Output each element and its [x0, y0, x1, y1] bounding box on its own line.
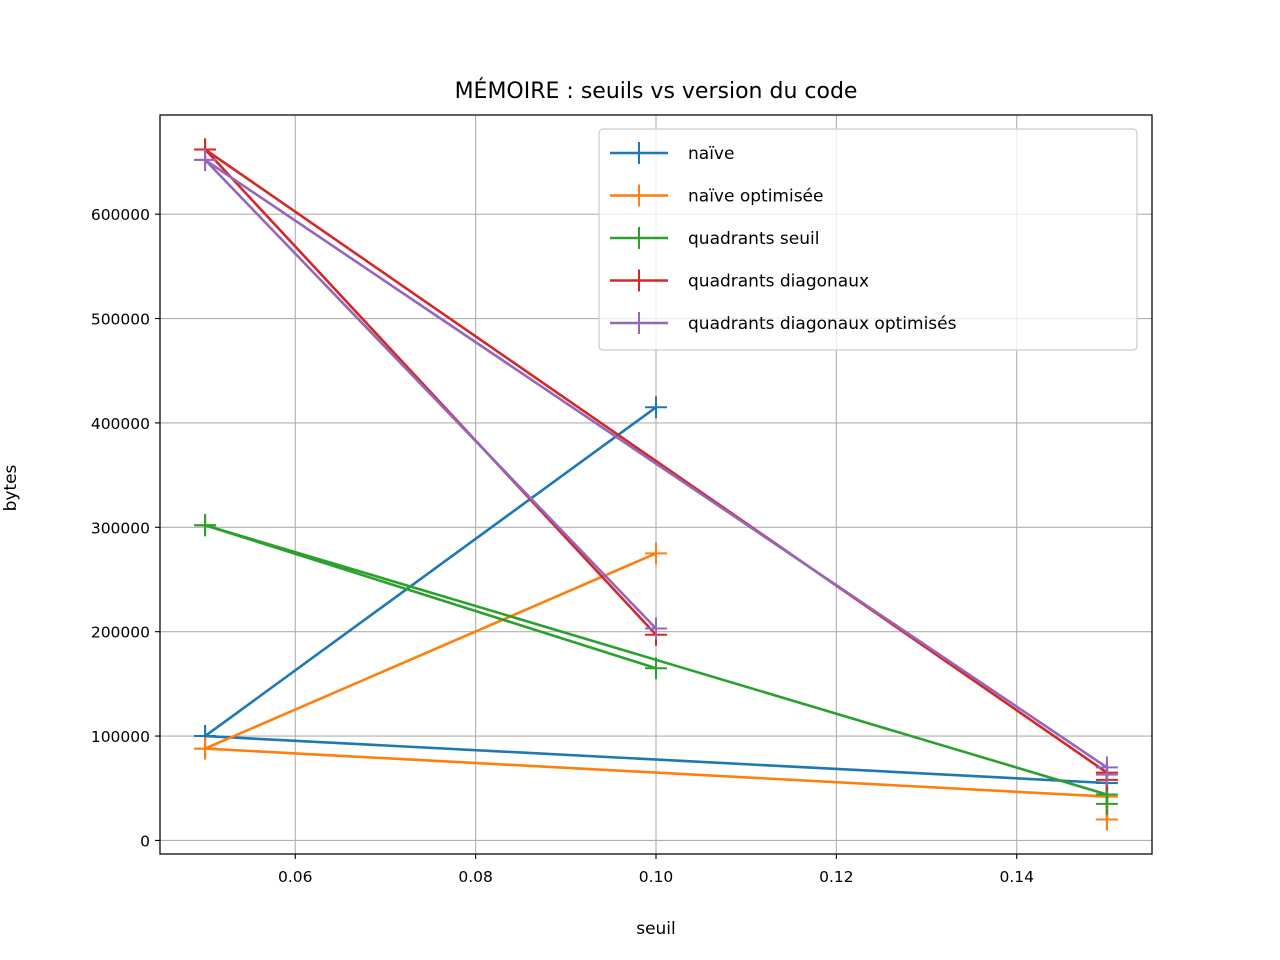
plot-area [194, 138, 1118, 831]
legend-item: quadrants seuil [610, 227, 819, 249]
y-tick-label: 100000 [91, 728, 150, 746]
y-tick-label: 0 [140, 832, 150, 850]
x-tick-label: 0.12 [819, 868, 854, 886]
legend-label: quadrants diagonaux optimisés [688, 314, 957, 334]
legend-item: naïve optimisée [610, 184, 823, 207]
y-tick-label: 600000 [91, 206, 150, 224]
legend-box [598, 128, 1138, 351]
y-tick-label: 300000 [91, 519, 150, 537]
legend-label: quadrants seuil [688, 229, 819, 249]
legend: naïve naïve optimisée quadrants seuil quadr… [598, 128, 1138, 351]
chart-title: MÉMOIRE : seuils vs version du code [455, 78, 858, 104]
data-point-marker [645, 617, 667, 640]
data-point-marker [645, 542, 667, 565]
legend-item: quadrants diagonaux [610, 269, 869, 292]
x-tick-label: 0.06 [278, 868, 313, 886]
legend-label: quadrants diagonaux [688, 272, 869, 292]
data-point-marker [194, 148, 217, 171]
data-point-marker [645, 396, 667, 419]
data-point-marker [645, 657, 667, 680]
y-tick-label: 200000 [91, 624, 150, 642]
x-axis-label: seuil [636, 919, 676, 939]
data-point-marker [194, 737, 217, 760]
data-point-marker [1095, 792, 1118, 815]
legend-item: naïve [610, 142, 734, 164]
data-point-marker [1095, 763, 1118, 786]
y-tick-label: 400000 [91, 415, 150, 433]
legend-label: naïve [688, 144, 734, 164]
y-axis-label: bytes [1, 464, 21, 511]
y-tick-label: 500000 [91, 311, 150, 329]
legend-label: naïve optimisée [688, 187, 823, 207]
x-tick-label: 0.10 [639, 868, 674, 886]
x-tick-label: 0.14 [999, 868, 1034, 886]
x-tick-label: 0.08 [458, 868, 493, 886]
ticks: 0.06 0.08 0.10 0.12 0.14 0 100000 200000 300000 4… [91, 206, 1034, 886]
legend-item: quadrants diagonaux optimisés [610, 312, 957, 334]
data-point-marker [194, 514, 217, 537]
